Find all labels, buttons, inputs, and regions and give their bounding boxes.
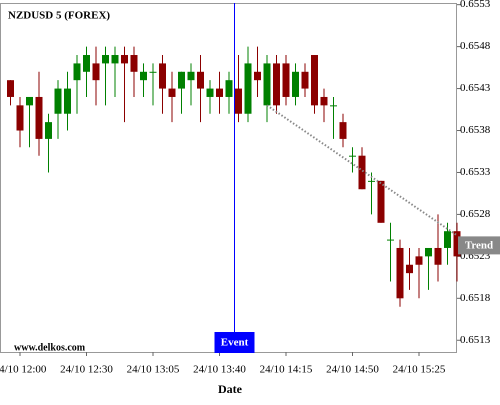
candle-body [415, 256, 423, 265]
candle-body [35, 96, 43, 139]
x-tick-label: 24/10 12:30 [60, 364, 113, 376]
candle-body [102, 55, 109, 64]
y-tick-label: 0.6548 [460, 40, 491, 52]
candle-body [425, 247, 432, 257]
candle-body [368, 180, 375, 182]
candle-body [159, 63, 166, 89]
y-tick-label: 0.6533 [460, 166, 491, 178]
event-label-box [214, 332, 255, 353]
y-tick-label: 0.6518 [460, 292, 491, 304]
x-tick-label: 24/10 15:25 [393, 364, 446, 376]
chart-title: NZDUSD 5 (FOREX) [8, 10, 110, 22]
candle-body [311, 55, 318, 106]
y-tick-label: 0.6528 [460, 208, 491, 220]
y-tick-label: 0.6513 [460, 334, 491, 346]
candle-body [263, 63, 271, 106]
candle-body [121, 55, 128, 64]
candle-body [206, 88, 214, 97]
candle-body [292, 71, 299, 97]
event-label: Event [221, 337, 249, 349]
candle-body [140, 71, 147, 81]
candle-body [92, 63, 100, 81]
candle-body [358, 155, 366, 190]
x-tick-label: 24/10 13:40 [193, 364, 246, 376]
candle-body [149, 71, 157, 73]
candle-body [434, 247, 442, 265]
candle-body [273, 63, 280, 106]
trend-label-box [458, 236, 500, 255]
candle-body [406, 264, 413, 274]
candle-body [73, 63, 81, 81]
candle-body [130, 55, 138, 72]
candle-body [64, 88, 71, 114]
candle-body [45, 122, 52, 139]
candle-body [216, 88, 223, 97]
candle-body [453, 231, 461, 257]
trend-label: Trend [465, 239, 493, 251]
x-axis-label: Date [218, 382, 243, 396]
candle-body [111, 55, 119, 64]
candle-body [282, 63, 290, 97]
candle-body [330, 105, 337, 107]
candle-body [396, 247, 404, 299]
candle-body [444, 231, 451, 248]
candle-body [178, 71, 185, 89]
candle-body [377, 180, 385, 223]
x-tick-label: 24/10 13:05 [127, 364, 180, 376]
candle-body [83, 55, 90, 72]
candle-body [26, 96, 33, 106]
x-tick-label: 24/10 12:00 [0, 364, 47, 376]
candle-body [54, 88, 62, 114]
x-tick-label: 24/10 14:50 [326, 364, 379, 376]
candle-body [7, 80, 14, 97]
candle-body [301, 71, 309, 89]
y-tick-label: 0.6553 [460, 0, 491, 10]
plot-frame [0, 3, 457, 353]
x-tick-label: 24/10 14:15 [260, 364, 313, 376]
candle-body [168, 88, 176, 97]
candle-body [387, 239, 394, 241]
candle-body [16, 105, 24, 131]
y-tick-label: 0.6543 [460, 82, 491, 94]
candle-body [187, 71, 195, 81]
candle-body [225, 80, 233, 97]
candle-body [320, 96, 328, 106]
y-tick-label: 0.6538 [460, 124, 491, 136]
candle-body [349, 155, 356, 157]
watermark: www.delkos.com [14, 342, 86, 353]
candle-body [235, 88, 242, 114]
candle-body [197, 71, 204, 89]
candle-body [244, 63, 252, 114]
candle-body [254, 71, 261, 81]
candle-body [339, 122, 347, 139]
